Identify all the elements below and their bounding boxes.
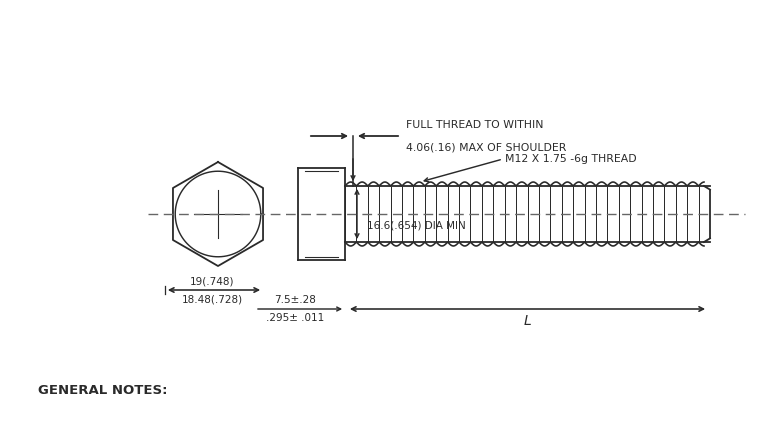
Text: GENERAL NOTES:: GENERAL NOTES: xyxy=(38,384,167,397)
Text: 16.6(.654) DIA MIN: 16.6(.654) DIA MIN xyxy=(367,221,465,231)
Text: 18.48(.728): 18.48(.728) xyxy=(181,294,243,304)
Text: 7.5±.28: 7.5±.28 xyxy=(274,295,316,305)
Text: FULL THREAD TO WITHIN: FULL THREAD TO WITHIN xyxy=(406,120,544,130)
Text: 19(.748): 19(.748) xyxy=(190,276,234,286)
Text: .295± .011: .295± .011 xyxy=(266,313,324,323)
Text: M12 X 1.75 -6g THREAD: M12 X 1.75 -6g THREAD xyxy=(505,154,637,164)
Text: L: L xyxy=(524,314,531,328)
Text: 4.06(.16) MAX OF SHOULDER: 4.06(.16) MAX OF SHOULDER xyxy=(406,142,566,152)
